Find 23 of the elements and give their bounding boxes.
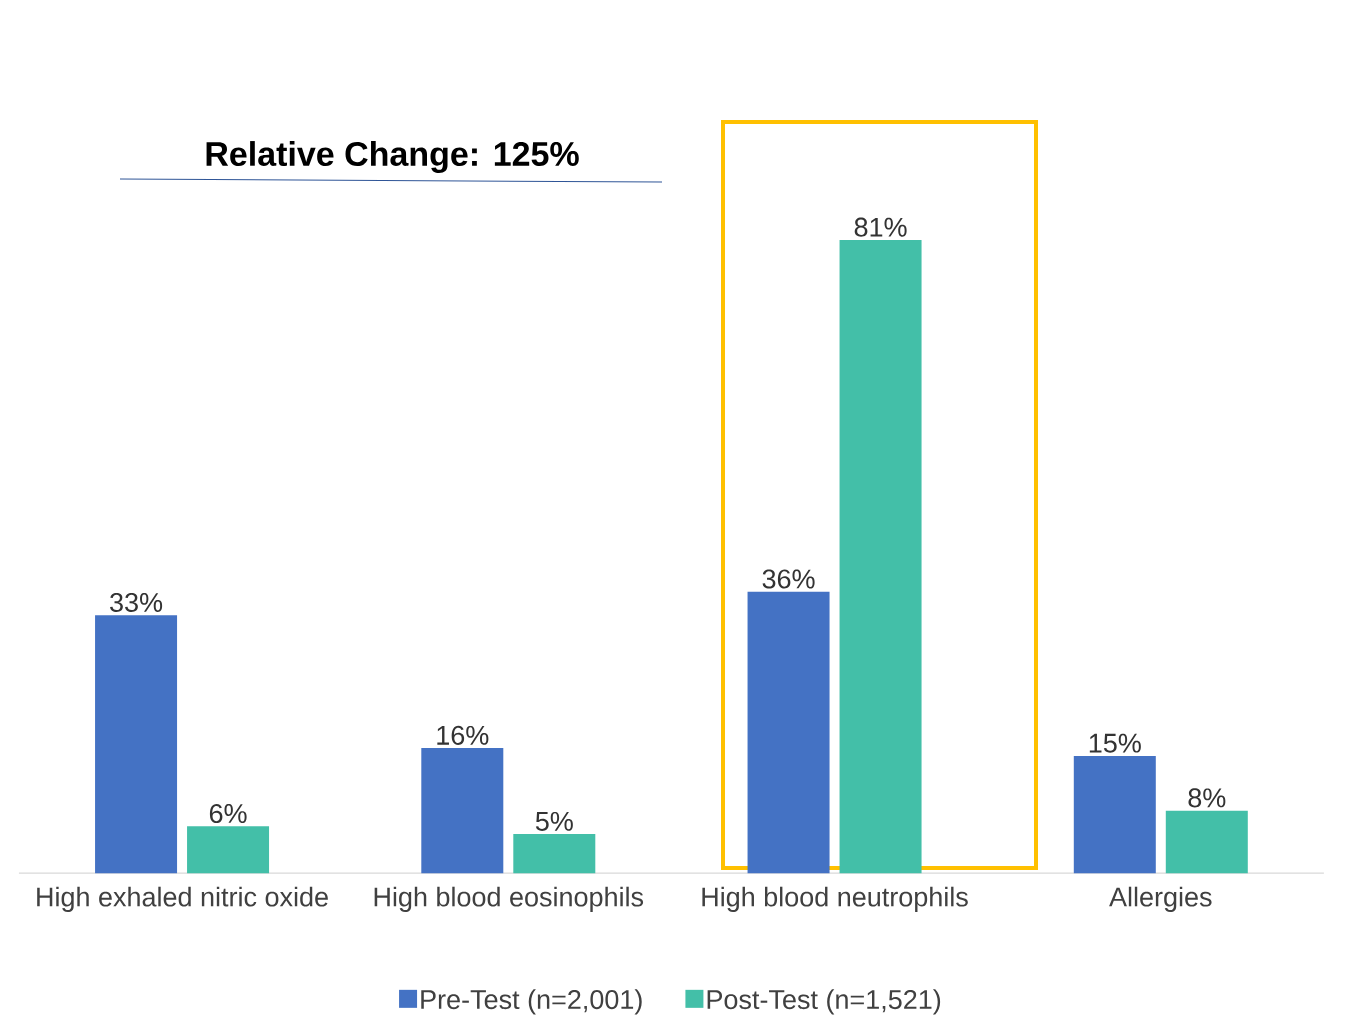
data-label: 15% [1089, 733, 1141, 753]
x-tick-label: Allergies [1109, 886, 1212, 912]
bar [421, 748, 504, 874]
x-tick-label: High exhaled nitric oxide [37, 886, 328, 912]
text: Relative Change: 125% [206, 141, 579, 173]
legend-label: Post-Test (n=1,521) [707, 989, 941, 1015]
bar [1073, 755, 1156, 874]
data-label: 5% [535, 811, 573, 831]
data-label: 36% [762, 569, 815, 589]
bar [513, 834, 596, 874]
data-label: 8% [1188, 788, 1226, 808]
legend-label: Pre-Test (n=2,001) [421, 989, 642, 1015]
bar [747, 591, 830, 874]
data-label: 6% [209, 803, 247, 824]
data-label: 81% [854, 217, 907, 237]
x-tick-label: High blood eosinophils [374, 886, 644, 912]
data-label: 16% [437, 725, 489, 745]
bar [839, 239, 922, 874]
bar [1165, 810, 1248, 874]
bar [187, 826, 270, 874]
bar [95, 615, 178, 874]
x-tick-label: High blood neutrophils [702, 886, 968, 912]
data-label: 33% [110, 592, 163, 612]
